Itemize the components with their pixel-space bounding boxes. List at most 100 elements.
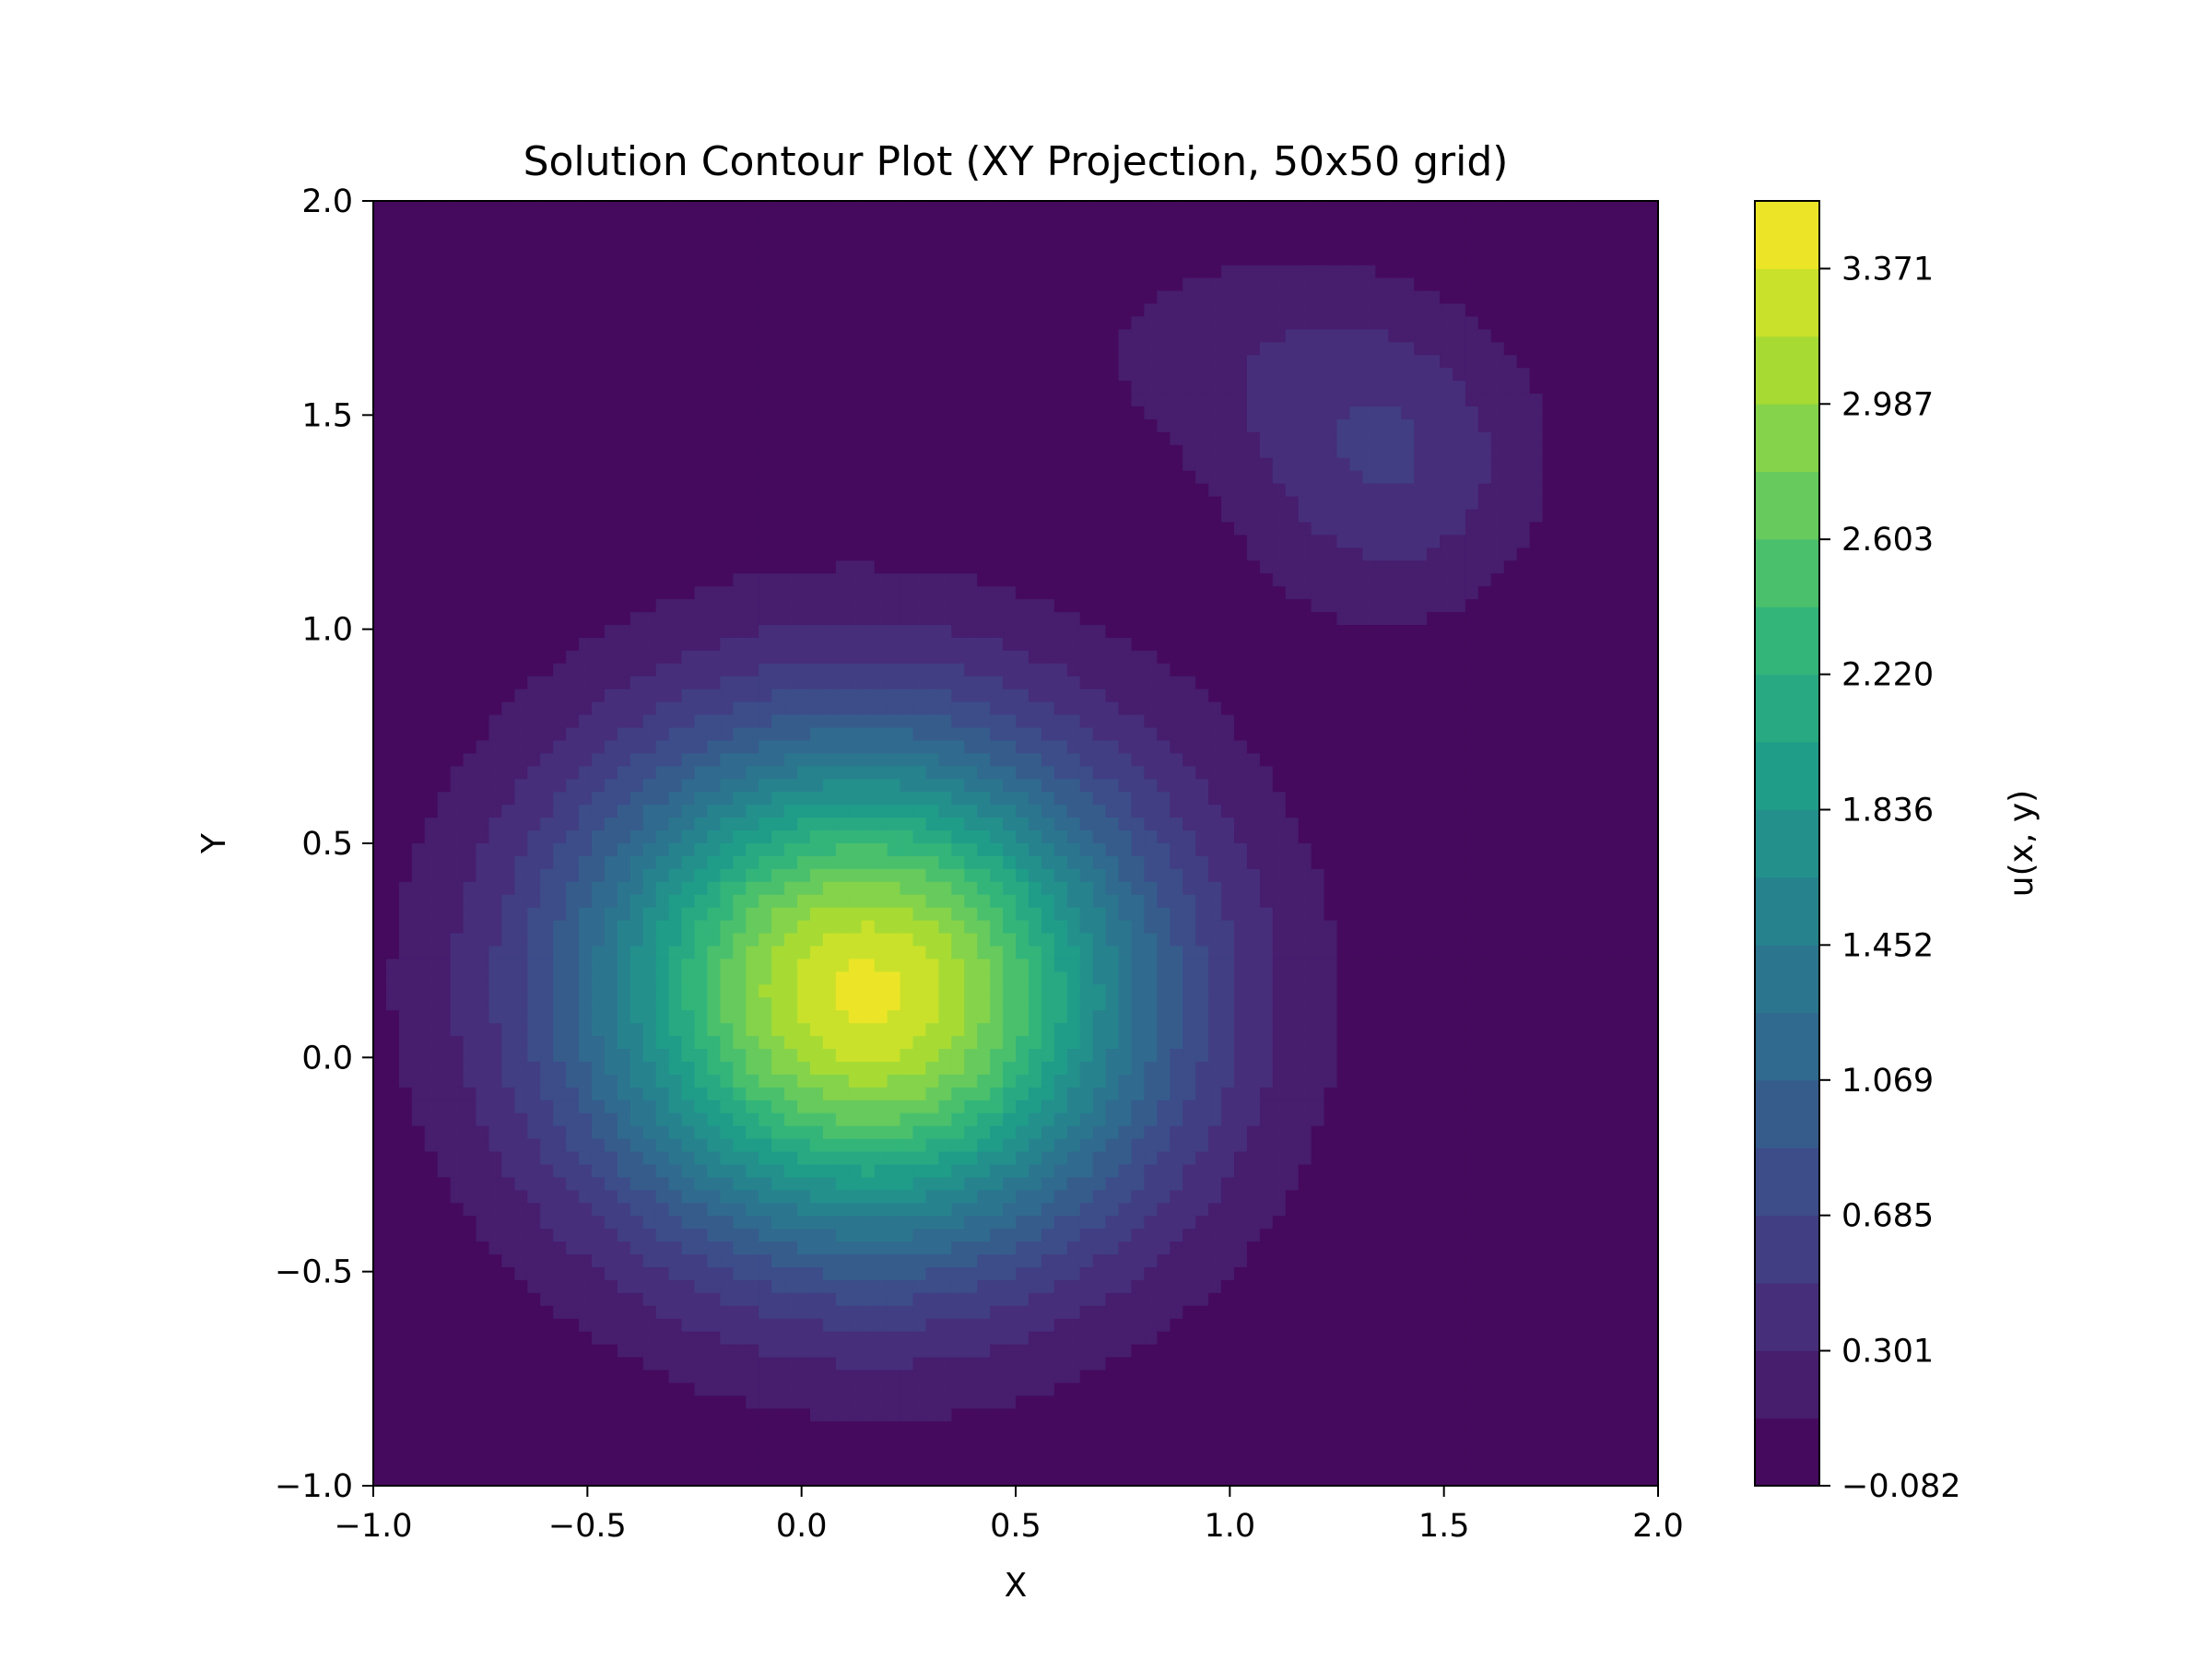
contour-cell <box>1003 779 1017 793</box>
contour-cell <box>1516 625 1531 639</box>
contour-cell <box>990 688 1004 703</box>
contour-cell <box>1375 663 1389 677</box>
contour-cell <box>1632 265 1646 279</box>
contour-cell <box>655 406 670 420</box>
contour-cell <box>925 509 939 524</box>
contour-cell <box>1336 573 1351 587</box>
contour-cell <box>1388 342 1402 356</box>
contour-cell <box>1105 470 1120 485</box>
contour-cell <box>746 329 759 343</box>
contour-cell <box>707 406 721 420</box>
contour-cell <box>1516 714 1531 729</box>
contour-cell <box>861 431 876 446</box>
contour-cell <box>1298 226 1312 241</box>
contour-cell <box>1221 766 1235 780</box>
contour-cell <box>1490 830 1505 844</box>
contour-cell <box>476 522 490 536</box>
contour-cell <box>1041 830 1055 844</box>
contour-cell <box>1079 740 1094 755</box>
contour-cell <box>1581 496 1594 511</box>
contour-cell <box>1041 252 1055 266</box>
contour-cell <box>553 226 567 241</box>
contour-cell <box>617 547 631 561</box>
contour-cell <box>655 586 670 600</box>
contour-cell <box>1581 818 1594 831</box>
contour-cell <box>720 444 734 459</box>
contour-cell <box>951 342 965 356</box>
contour-cell <box>848 355 863 369</box>
contour-cell <box>938 509 952 524</box>
contour-cell <box>1092 779 1107 793</box>
contour-cell <box>720 740 734 755</box>
contour-cell <box>861 714 876 729</box>
contour-cell <box>655 830 670 844</box>
contour-cell <box>1465 483 1479 498</box>
contour-cell <box>1516 290 1531 305</box>
contour-cell <box>1477 830 1492 844</box>
contour-cell <box>912 355 927 369</box>
contour-cell <box>848 368 863 382</box>
contour-cell <box>1182 496 1196 511</box>
contour-cell <box>848 637 863 652</box>
contour-cell <box>1375 431 1389 446</box>
contour-cell <box>1477 779 1492 793</box>
contour-cell <box>1401 444 1415 459</box>
contour-cell <box>540 612 554 626</box>
contour-cell <box>373 226 387 241</box>
contour-cell <box>746 701 759 716</box>
contour-cell <box>1490 444 1505 459</box>
contour-cell <box>1594 265 1607 279</box>
contour-cell <box>424 431 439 446</box>
contour-cell <box>746 650 759 665</box>
contour-cell <box>1349 316 1363 330</box>
contour-cell <box>681 740 696 755</box>
contour-cell <box>759 701 772 716</box>
contour-cell <box>411 213 426 228</box>
contour-cell <box>887 818 901 831</box>
contour-cell <box>912 522 927 536</box>
contour-cell <box>1144 612 1158 626</box>
contour-cell <box>951 457 965 472</box>
contour-cell <box>1401 766 1415 780</box>
contour-cell <box>1619 316 1633 330</box>
contour-cell <box>1272 714 1287 729</box>
contour-cell <box>1170 213 1183 228</box>
contour-cell <box>1542 406 1557 420</box>
contour-cell <box>887 663 901 677</box>
contour-cell <box>629 701 644 716</box>
contour-cell <box>1105 213 1120 228</box>
contour-cell <box>1298 547 1312 561</box>
contour-cell <box>1105 509 1120 524</box>
contour-cell <box>1555 342 1570 356</box>
contour-cell <box>1246 290 1261 305</box>
contour-cell <box>1092 701 1107 716</box>
contour-cell <box>1003 252 1017 266</box>
contour-cell <box>1157 727 1171 742</box>
contour-cell <box>977 573 991 587</box>
contour-cell <box>912 560 927 574</box>
contour-cell <box>964 201 978 215</box>
contour-cell <box>900 418 914 433</box>
contour-cell <box>1542 625 1557 639</box>
contour-cell <box>694 483 709 498</box>
contour-cell <box>1272 316 1287 330</box>
contour-cell <box>784 381 798 394</box>
contour-cell <box>1221 727 1235 742</box>
contour-cell <box>1568 637 1582 652</box>
contour-cell <box>1581 418 1594 433</box>
contour-cell <box>1594 290 1607 305</box>
contour-cell <box>1529 265 1544 279</box>
contour-cell <box>1645 535 1658 548</box>
contour-cell <box>1259 727 1274 742</box>
contour-cell <box>1619 714 1633 729</box>
contour-cell <box>1324 547 1338 561</box>
contour-cell <box>887 612 901 626</box>
contour-cell <box>1092 316 1107 330</box>
contour-cell <box>912 740 927 755</box>
contour-cell <box>540 586 554 600</box>
contour-cell <box>1182 226 1196 241</box>
contour-cell <box>964 688 978 703</box>
contour-cell <box>681 753 696 767</box>
contour-cell <box>1053 792 1068 806</box>
contour-cell <box>951 612 965 626</box>
